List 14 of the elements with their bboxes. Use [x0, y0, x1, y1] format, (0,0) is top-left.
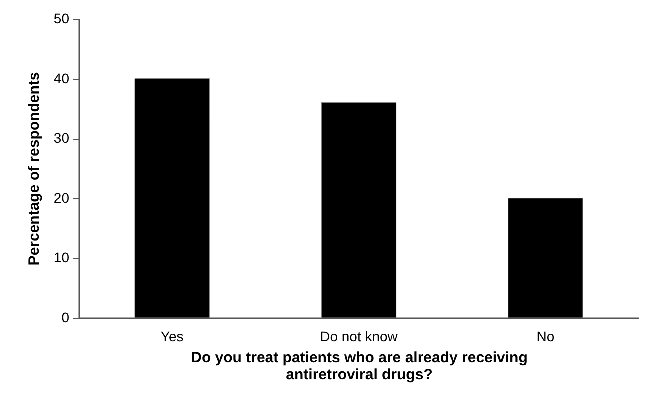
x-tick-label: Yes [160, 328, 184, 344]
x-tick-label: Do not know [320, 328, 399, 344]
y-tick-label: 0 [62, 310, 70, 326]
bar [134, 78, 210, 318]
y-tick-label: 30 [54, 130, 70, 146]
y-tick-label: 50 [54, 10, 70, 26]
bar [508, 198, 584, 318]
x-tick-label: No [536, 328, 555, 344]
y-tick-label: 40 [54, 70, 70, 86]
y-tick-label: 20 [54, 190, 70, 206]
x-axis-title: Do you treat patients who are already receiving antiretroviral drugs? [191, 350, 528, 384]
bar [321, 102, 397, 318]
y-tick-label: 10 [54, 250, 70, 266]
y-axis-title: Percentage of respondents [26, 72, 43, 266]
